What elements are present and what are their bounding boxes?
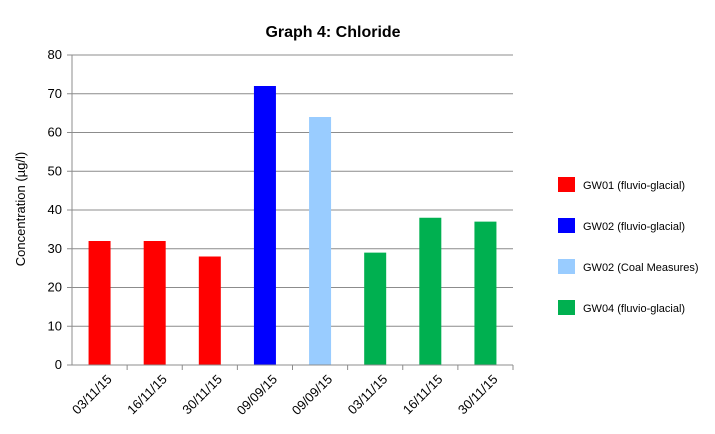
x-tick-label: 03/11/15 [345, 372, 391, 418]
legend-label: GW01 (fluvio-glacial) [583, 180, 685, 192]
y-tick-label: 0 [55, 357, 62, 372]
legend-label: GW04 (fluvio-glacial) [583, 303, 685, 315]
x-axis: 03/11/15 16/11/15 30/11/15 09/09/15 09/09/15… [67, 364, 514, 418]
chart-title: Graph 4: Chloride [265, 24, 400, 41]
x-tick-label: 09/09/15 [289, 372, 335, 418]
legend-swatch [558, 300, 575, 315]
x-tick-label: 16/11/15 [400, 372, 446, 418]
bar [419, 217, 442, 365]
bar [364, 252, 387, 365]
y-tick-label: 50 [48, 163, 62, 178]
y-tick-label: 30 [48, 241, 62, 256]
bar [309, 117, 332, 365]
y-tick-label: 20 [48, 280, 62, 295]
y-axis: 0 10 20 30 40 50 60 70 80 [48, 47, 73, 372]
bar [88, 241, 111, 365]
legend-label: GW02 (fluvio-glacial) [583, 221, 685, 233]
legend-swatch [558, 218, 575, 233]
bar [143, 241, 166, 365]
y-tick-label: 80 [48, 47, 62, 62]
x-tick-label: 30/11/15 [455, 372, 501, 418]
y-tick-label: 40 [48, 202, 62, 217]
legend: GW01 (fluvio-glacial) GW02 (fluvio-glacia… [558, 177, 699, 315]
x-tick-label: 30/11/15 [179, 372, 225, 418]
y-tick-label: 70 [48, 86, 62, 101]
x-tick-label: 16/11/15 [124, 372, 170, 418]
y-tick-label: 60 [48, 125, 62, 140]
legend-swatch [558, 259, 575, 274]
y-axis-label: Concentration (µg/l) [13, 152, 28, 266]
legend-swatch [558, 177, 575, 192]
bar [474, 221, 497, 365]
x-tick-label: 09/09/15 [234, 372, 280, 418]
bar [198, 256, 221, 365]
bars [88, 86, 497, 365]
legend-label: GW02 (Coal Measures) [583, 262, 699, 274]
y-tick-label: 10 [48, 318, 62, 333]
bar [253, 86, 276, 365]
gridlines [72, 54, 513, 366]
x-tick-label: 03/11/15 [69, 372, 115, 418]
